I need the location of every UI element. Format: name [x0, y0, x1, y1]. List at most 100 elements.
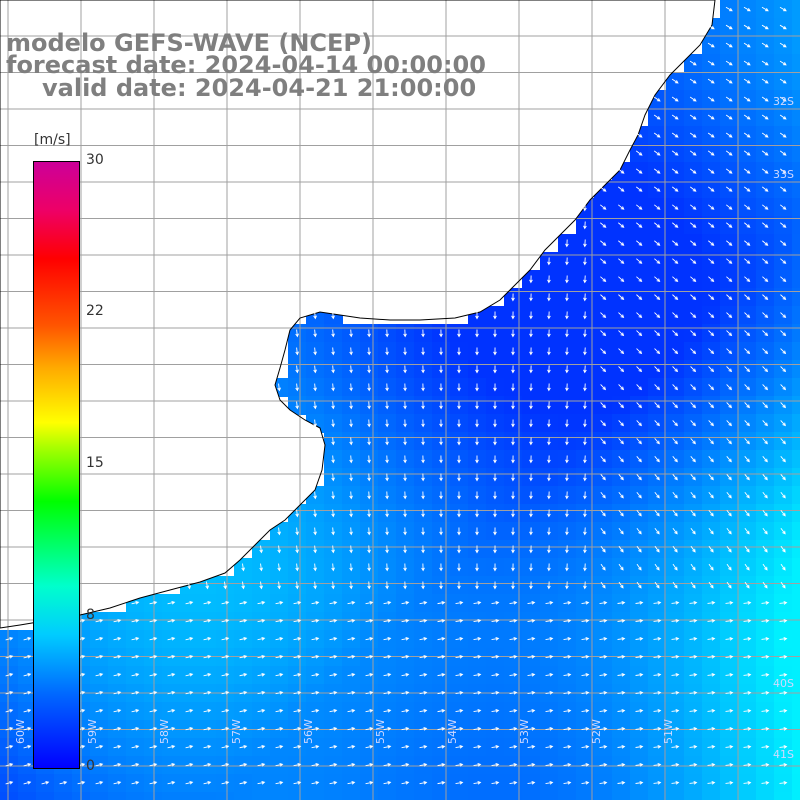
speed-cell — [558, 774, 577, 793]
speed-cell — [414, 558, 433, 577]
wind-arrow — [437, 745, 446, 749]
speed-cell — [792, 378, 800, 397]
wind-arrow — [600, 258, 607, 264]
forecast-date: forecast date: 2024-04-14 00:00:00 — [6, 51, 486, 79]
wind-arrow — [671, 186, 679, 192]
speed-cell — [774, 648, 793, 667]
speed-cell — [270, 774, 289, 793]
speed-cell — [558, 234, 577, 253]
speed-cell — [756, 792, 775, 800]
wind-arrow — [654, 491, 660, 499]
wind-arrow — [743, 186, 751, 192]
wind-arrow — [744, 402, 751, 409]
speed-cell — [378, 702, 397, 721]
wind-arrow — [725, 727, 734, 731]
speed-cell — [648, 774, 667, 793]
wind-arrow — [421, 383, 425, 392]
wind-arrow — [439, 581, 443, 590]
speed-cell — [540, 468, 559, 487]
speed-cell — [558, 414, 577, 433]
wind-arrow — [367, 455, 371, 464]
wind-arrow — [295, 563, 299, 572]
speed-cell — [666, 612, 685, 631]
speed-cell — [522, 522, 541, 541]
wind-arrow — [779, 637, 788, 641]
speed-cell — [360, 468, 379, 487]
wind-arrow — [618, 330, 625, 337]
speed-cell — [468, 342, 487, 361]
wind-arrow — [23, 744, 32, 749]
wind-arrow — [780, 276, 787, 282]
wind-arrow — [780, 491, 786, 499]
wind-arrow — [707, 150, 715, 156]
wind-arrow — [167, 636, 176, 641]
speed-cell — [270, 648, 289, 667]
wind-arrow — [583, 401, 587, 410]
wind-arrow — [707, 673, 716, 677]
wind-arrow — [131, 636, 140, 641]
speed-cell — [360, 414, 379, 433]
speed-cell — [432, 576, 451, 595]
wind-arrow — [762, 527, 768, 535]
wind-arrow — [293, 618, 302, 623]
wind-arrow — [185, 654, 194, 659]
wind-arrow — [618, 402, 625, 409]
wind-arrow — [780, 294, 787, 301]
speed-cell — [450, 702, 469, 721]
wind-arrow — [563, 763, 572, 767]
wind-arrow — [545, 763, 554, 767]
wind-arrow — [473, 691, 482, 695]
wind-arrow — [761, 601, 770, 605]
speed-cell — [396, 432, 415, 451]
wind-arrow — [618, 509, 624, 517]
wind-arrow — [581, 637, 590, 641]
wind-arrow — [313, 311, 317, 320]
model-title: modelo GEFS-WAVE (NCEP) — [6, 29, 372, 57]
wind-arrow — [95, 744, 104, 749]
wind-arrow — [726, 438, 732, 445]
speed-cell — [648, 792, 667, 800]
speed-cell — [540, 486, 559, 505]
wind-arrow — [690, 563, 696, 571]
wind-arrow — [367, 347, 371, 356]
wind-arrow — [583, 563, 587, 572]
wind-arrow — [277, 383, 281, 392]
speed-cell — [432, 792, 451, 800]
wind-arrow — [329, 618, 338, 623]
speed-cell — [684, 594, 703, 613]
speed-cell — [18, 702, 37, 721]
speed-cell — [792, 666, 800, 685]
wind-arrow — [349, 527, 353, 536]
wind-arrow — [672, 294, 679, 301]
speed-cell — [738, 666, 757, 685]
wind-arrow — [600, 456, 606, 463]
speed-cell — [576, 378, 595, 397]
wind-arrow — [257, 708, 266, 713]
wind-arrow — [672, 366, 679, 373]
wind-arrow — [617, 709, 626, 713]
wind-arrow — [367, 545, 371, 554]
speed-cell — [486, 648, 505, 667]
wind-arrow — [293, 600, 302, 605]
speed-cell — [792, 432, 800, 451]
speed-cell — [414, 396, 433, 415]
speed-cell — [414, 450, 433, 469]
speed-cell — [558, 504, 577, 523]
wind-arrow — [780, 509, 786, 517]
speed-cell — [684, 630, 703, 649]
wind-arrow — [725, 204, 733, 210]
wind-arrow — [565, 347, 569, 356]
wind-arrow — [547, 293, 551, 302]
speed-cell — [576, 468, 595, 487]
wind-arrow — [329, 672, 338, 677]
wind-arrow — [149, 726, 158, 731]
speed-cell — [198, 630, 217, 649]
speed-cell — [504, 396, 523, 415]
wind-arrow — [241, 581, 245, 590]
wind-arrow — [277, 527, 281, 536]
wind-arrow — [599, 709, 608, 713]
speed-cell — [54, 792, 73, 800]
wind-arrow — [653, 655, 662, 659]
wind-arrow — [743, 78, 751, 84]
wind-arrow — [311, 744, 320, 749]
